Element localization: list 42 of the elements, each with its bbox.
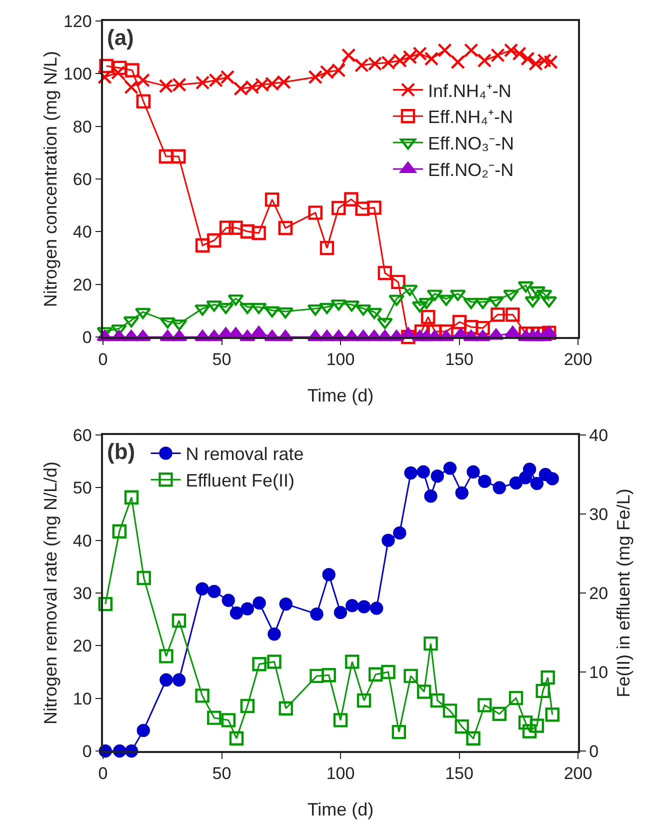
annotation: (a) <box>107 25 134 50</box>
y-tick-label: 50 <box>72 478 92 498</box>
legend-label: Inf.NH₄⁺-N <box>428 80 512 101</box>
x-tick-label: 100 <box>326 764 355 784</box>
legend-label: Eff.NO₃⁻-N <box>428 134 514 154</box>
legend-label: Effluent Fe(II) <box>186 470 294 491</box>
x-tick-label: 0 <box>98 764 108 784</box>
x-tick-label: 150 <box>445 350 474 370</box>
x-tick-label: 200 <box>564 764 592 784</box>
y-axis-title: Nitrogen removal rate (mg N/L/d) <box>40 461 60 725</box>
y-tick-label: 60 <box>72 170 92 189</box>
y2-axis-title: Fe(II) in effluent (mg Fe/L) <box>614 488 634 698</box>
y2-tick-label: 30 <box>589 504 608 524</box>
y2-tick-label: 20 <box>589 584 608 603</box>
x-tick-label: 50 <box>212 350 232 370</box>
y-tick-label: 30 <box>72 584 92 603</box>
y-axis-title: Nitrogen concentration (mg N/L) <box>40 50 60 308</box>
y2-tick-label: 40 <box>589 426 608 445</box>
x-tick-label: 150 <box>445 764 474 784</box>
y-tick-label: 60 <box>72 426 92 445</box>
x-tick-label: 0 <box>98 350 108 370</box>
y-tick-label: 120 <box>63 12 92 31</box>
y2-tick-label: 0 <box>589 742 599 761</box>
legend-label: N removal rate <box>186 444 304 464</box>
x-axis-title: Time (d) <box>307 800 374 820</box>
x-axis-title: Time (d) <box>307 386 374 406</box>
y-tick-label: 80 <box>72 117 92 136</box>
y-tick-label: 0 <box>82 328 92 347</box>
y-tick-label: 20 <box>72 636 92 656</box>
x-tick-label: 200 <box>564 350 592 370</box>
x-tick-label: 100 <box>326 350 355 370</box>
legend-label: Eff.NH₄⁺-N <box>428 107 514 128</box>
y-tick-label: 10 <box>72 689 92 708</box>
y-tick-label: 20 <box>72 275 92 294</box>
y2-tick-label: 10 <box>589 662 608 682</box>
y-tick-label: 0 <box>82 742 92 761</box>
y-tick-label: 40 <box>72 222 92 242</box>
x-tick-label: 50 <box>212 764 232 784</box>
y-tick-label: 100 <box>63 64 92 84</box>
legend-label: Eff.NO₂⁻-N <box>428 160 514 180</box>
y-tick-label: 40 <box>72 531 92 550</box>
annotation: (b) <box>107 439 136 464</box>
